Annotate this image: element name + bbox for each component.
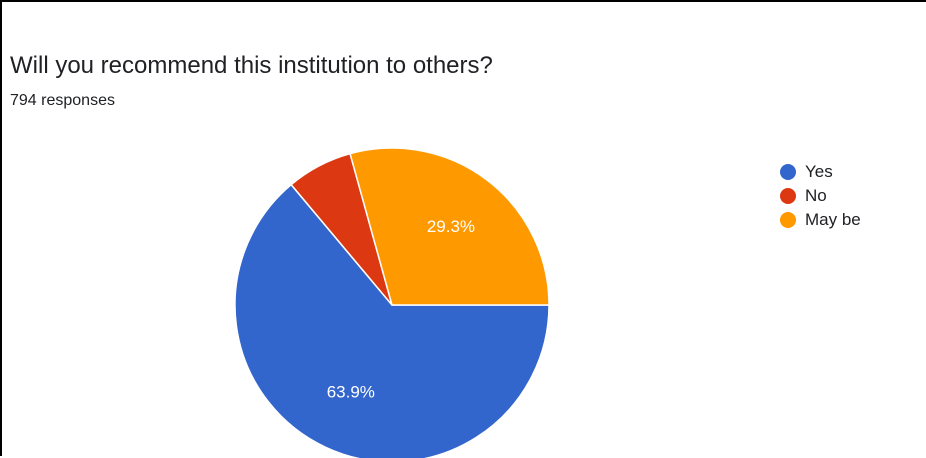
legend-label-yes: Yes	[805, 162, 833, 181]
pie-slice-may-be[interactable]	[349, 147, 550, 306]
legend-label-no: No	[805, 186, 827, 205]
legend-swatch-no	[780, 188, 796, 204]
response-count: 794 responses	[10, 92, 115, 109]
pie-slice-yes[interactable]	[234, 183, 550, 458]
chart-title: Will you recommend this institution to o…	[10, 52, 493, 79]
legend-item-yes[interactable]: Yes	[780, 160, 861, 184]
legend-item-no[interactable]: No	[780, 184, 861, 208]
pie-label-yes: 63.9%	[327, 383, 375, 402]
chart-legend: Yes No May be	[780, 160, 861, 232]
legend-label-may-be: May be	[805, 210, 861, 229]
legend-swatch-may-be	[780, 212, 796, 228]
legend-item-may-be[interactable]: May be	[780, 208, 861, 232]
pie-label-may-be: 29.3%	[427, 217, 475, 236]
legend-swatch-yes	[780, 164, 796, 180]
